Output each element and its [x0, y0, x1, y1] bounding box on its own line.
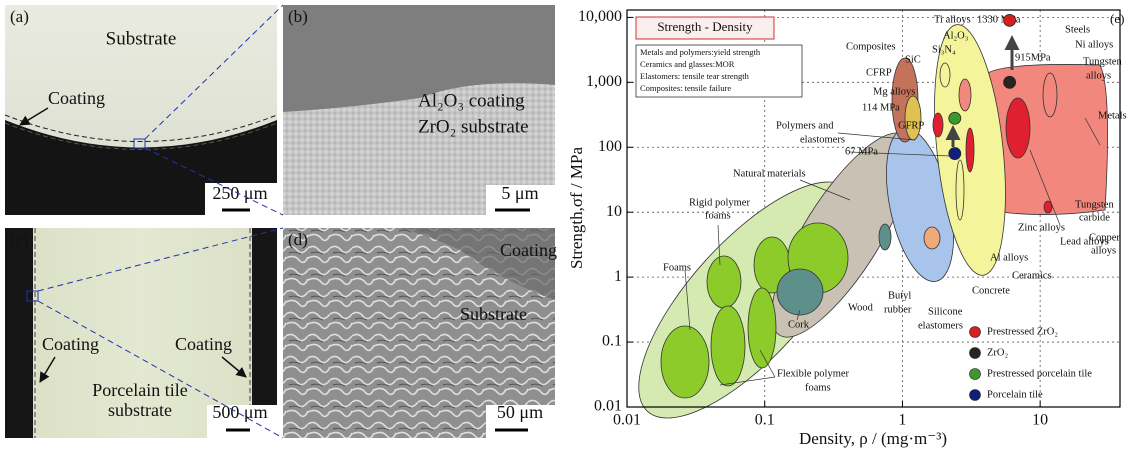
annotation: Concrete [972, 285, 1010, 296]
legend-swatch [970, 369, 981, 380]
annotation: 915MPa [1015, 52, 1051, 63]
annotation: Tungsten [1083, 56, 1122, 67]
scale-bar: 50 μm [497, 402, 543, 422]
y-tick-label: 100 [598, 138, 622, 155]
annotation: Composites [846, 41, 896, 52]
panel-c: (c) Coating Coating Porcelain tile subst… [5, 228, 277, 438]
y-tick-label: 10,000 [578, 8, 622, 25]
note: Composites: tensile failure [640, 83, 731, 93]
annotation: foams [705, 210, 731, 221]
x-tick-label: 0.1 [755, 412, 775, 429]
point [949, 148, 961, 160]
x-tick-label: 10 [1032, 412, 1048, 429]
point [949, 112, 961, 124]
label: Substrate [460, 304, 527, 324]
y-tick-label: 0.01 [594, 398, 622, 415]
legend-swatch [970, 348, 981, 359]
annotation: Rigid polymer [689, 197, 750, 208]
panel-a: (a) Substrate Coating 250 μm [5, 5, 277, 215]
scale-bar: 500 μm [212, 402, 267, 422]
legend-swatch [970, 327, 981, 338]
label: Coating [500, 240, 557, 260]
note: Elastomers: tensile tear strength [640, 71, 750, 81]
annotation: Polymers and [776, 120, 834, 131]
note: Metals and polymers:yield strength [640, 47, 761, 57]
annotation: Steels [1065, 24, 1090, 35]
panel-label: (b) [288, 7, 308, 26]
annotation: alloys [1091, 245, 1116, 256]
scale-bar: 5 μm [501, 183, 538, 203]
annotation: Copper [1089, 232, 1120, 243]
annotation: 67 MPa [845, 146, 878, 157]
y-tick-label: 1,000 [586, 73, 622, 90]
panel-d: (d) Coating Substrate 50 μm [283, 228, 557, 438]
legend-label: ZrO₂ [987, 347, 1008, 358]
y-axis-label: Strength,σf / MPa [567, 147, 586, 269]
point [1004, 76, 1016, 88]
annotation: Zinc alloys [1018, 222, 1065, 233]
label: Porcelain tile [92, 380, 187, 400]
point [1004, 14, 1016, 26]
annotation: Butyl [888, 290, 911, 301]
legend-swatch [970, 390, 981, 401]
panel-label: (e) [1110, 11, 1124, 26]
annotation: Mg alloys [873, 86, 915, 97]
annotation: Al alloys [990, 252, 1028, 263]
annotation: CFRP [866, 67, 892, 78]
annotation: Wood [848, 302, 874, 313]
scale-bar: 250 μm [212, 183, 267, 203]
panel-b: (b) Al₂O₃ coating ZrO₂ substrate 5 μm [283, 5, 555, 215]
label: Coating [42, 334, 99, 354]
annotation: alloys [1086, 70, 1111, 81]
annotation: foams [805, 382, 831, 393]
label: ZrO₂ substrate [418, 116, 529, 137]
annotation: elastomers [918, 320, 963, 331]
label: Coating [48, 88, 105, 108]
y-tick-label: 10 [606, 203, 622, 220]
figure: (a) Substrate Coating 250 μm (b) Al₂O₃ c… [0, 0, 1134, 456]
annotation: Ceramics [1012, 270, 1052, 281]
annotation: Flexible polymer [777, 368, 850, 379]
note: Ceramics and glasses:MOR [640, 59, 735, 69]
legend-label: Porcelain tile [987, 389, 1043, 400]
annotation: GFRP [898, 120, 924, 131]
label: Coating [175, 334, 232, 354]
annotation: Tungsten [1075, 199, 1114, 210]
label: Substrate [106, 28, 177, 49]
annotation: elastomers [800, 134, 845, 145]
chart-title: Strength - Density [657, 19, 753, 34]
legend-label: Prestressed porcelain tile [987, 368, 1092, 379]
annotation: Cork [788, 319, 810, 330]
annotation: Al₂O₃ [943, 30, 969, 41]
y-tick-label: 1 [614, 268, 622, 285]
label: Al₂O₃ coating [418, 90, 525, 111]
annotation: rubber [884, 304, 912, 315]
annotation: SiC [905, 54, 921, 65]
label: substrate [108, 400, 172, 420]
x-axis-label: Density, ρ / (mg·m⁻³) [799, 429, 947, 448]
annotation: carbide [1079, 212, 1110, 223]
annotation: 114 MPa [862, 102, 900, 113]
x-tick-label: 1 [898, 412, 906, 429]
panel-label: (a) [10, 7, 29, 26]
annotation: Foams [663, 262, 691, 273]
panel-label: (c) [10, 230, 29, 249]
y-tick-label: 0.1 [602, 333, 622, 350]
annotation: Ti alloys [934, 14, 971, 25]
annotation: Metals [1098, 110, 1127, 121]
legend-label: Prestressed ZrO₂ [987, 326, 1058, 337]
annotation: Si₃N₄ [932, 44, 956, 55]
annotation: Ni alloys [1075, 39, 1113, 50]
annotation: Natural materials [733, 168, 806, 179]
annotation: Silicone [928, 306, 963, 317]
panel-label: (d) [288, 230, 308, 249]
